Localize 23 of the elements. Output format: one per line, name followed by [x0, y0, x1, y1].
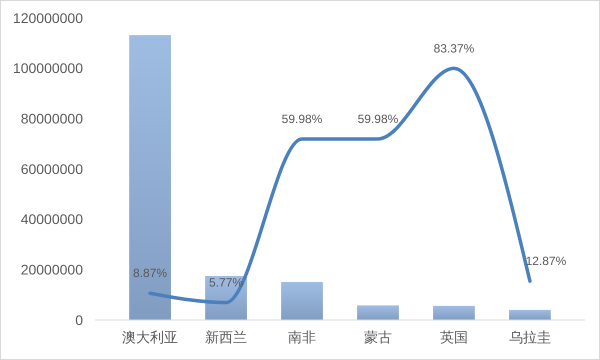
x-tick-label: 澳大利亚	[122, 329, 178, 345]
bar	[129, 35, 171, 320]
data-label: 59.98%	[282, 112, 323, 126]
y-tick-label: 20000000	[20, 262, 84, 278]
x-tick-label: 英国	[440, 329, 468, 345]
y-tick-label: 100000000	[12, 60, 84, 76]
x-tick-label: 新西兰	[205, 329, 248, 345]
data-label: 59.98%	[358, 112, 399, 126]
data-label: 8.87%	[133, 266, 168, 280]
data-label: 83.37%	[434, 41, 475, 56]
x-tick-label: 南非	[288, 329, 316, 345]
y-tick-label: 0	[75, 312, 84, 328]
bar	[281, 282, 323, 320]
data-label: 12.87%	[526, 254, 567, 268]
y-tick-label: 40000000	[20, 211, 84, 228]
y-tick-label: 60000000	[20, 160, 84, 177]
y-tick-label: 120000000	[12, 10, 84, 26]
bar	[433, 306, 475, 320]
y-tick-label: 80000000	[20, 110, 84, 127]
bar	[509, 310, 551, 320]
x-tick-label: 乌拉圭	[508, 329, 551, 345]
bar	[357, 305, 399, 320]
x-tick-label: 蒙古	[364, 329, 392, 345]
